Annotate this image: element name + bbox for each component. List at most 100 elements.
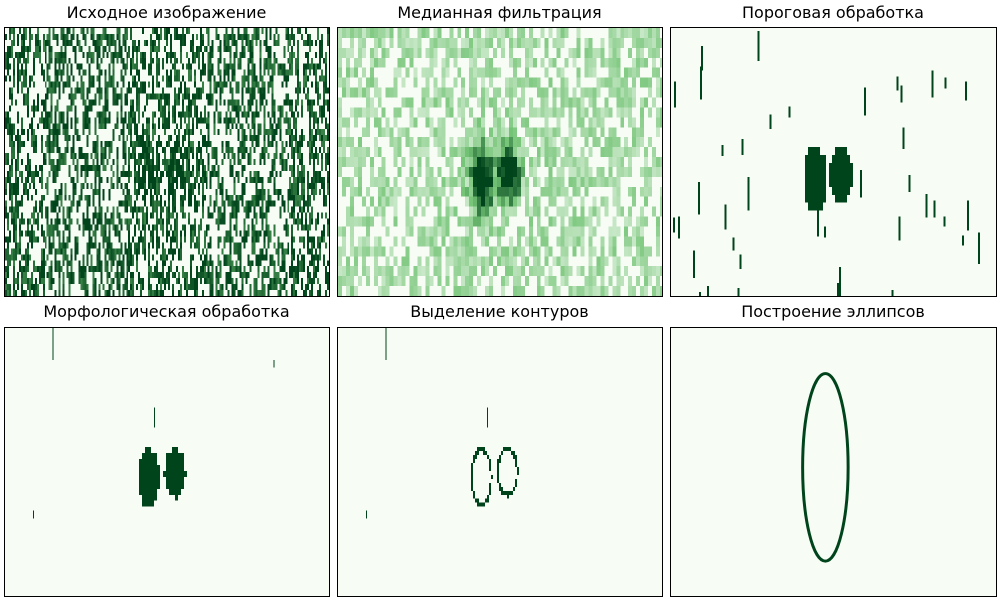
heatmap-cell	[267, 176, 270, 183]
heatmap-cell	[489, 196, 494, 207]
heatmap-cell	[429, 67, 434, 78]
heatmap-cell	[829, 162, 833, 171]
heatmap-cell	[441, 37, 446, 48]
heatmap-cell	[572, 236, 577, 247]
heatmap-cell	[166, 69, 168, 82]
heatmap-cell	[269, 81, 272, 88]
heatmap-cell	[477, 276, 482, 287]
heatmap-cell	[520, 286, 525, 296]
heatmap-cell	[187, 159, 190, 171]
heatmap-cell	[592, 286, 597, 296]
heatmap-cell	[6, 57, 9, 70]
heatmap-cell	[263, 117, 266, 124]
heatmap-cell	[223, 45, 226, 52]
heatmap-cell	[564, 226, 569, 237]
heatmap-cell	[209, 45, 212, 58]
heatmap-cell	[808, 186, 812, 195]
heatmap-cell	[6, 170, 9, 183]
heatmap-cell	[195, 105, 198, 112]
heatmap-cell	[106, 266, 109, 279]
heatmap-cell	[78, 260, 81, 267]
heatmap-cell	[54, 218, 57, 231]
heatmap-cell	[144, 242, 147, 249]
heatmap-cell	[477, 127, 482, 138]
heatmap-cell	[303, 188, 306, 195]
heatmap-cell	[259, 123, 262, 136]
heatmap-cell	[90, 224, 93, 231]
heatmap-cell	[193, 242, 196, 249]
heatmap-cell	[461, 107, 466, 118]
contour-cell	[497, 462, 500, 467]
heatmap-cell	[148, 476, 152, 483]
heatmap-cell	[301, 170, 304, 177]
heatmap-cell	[409, 186, 414, 197]
heatmap-cell	[173, 153, 176, 165]
heatmap-cell	[167, 212, 170, 225]
heatmap-cell	[124, 242, 127, 255]
heatmap-cell	[243, 135, 246, 142]
heatmap-cell	[162, 218, 165, 231]
heatmap-cell	[138, 164, 141, 171]
heatmap-cell	[299, 147, 302, 160]
heatmap-cell	[437, 246, 442, 257]
heatmap-cell	[241, 188, 244, 195]
heatmap-cell	[576, 236, 581, 247]
heatmap-cell	[20, 200, 23, 207]
heatmap-cell	[309, 33, 312, 46]
heatmap-cell	[12, 141, 15, 148]
heatmap-cell	[564, 196, 569, 207]
heatmap-cell	[145, 482, 149, 489]
heatmap-cell	[369, 196, 374, 207]
heatmap-cell	[319, 75, 322, 82]
heatmap-cell	[281, 260, 284, 273]
heatmap-cell	[584, 276, 589, 287]
heatmap-cell	[112, 218, 115, 231]
heatmap-cell	[321, 230, 324, 243]
heatmap-cell	[225, 33, 228, 46]
heatmap-plot-original	[4, 27, 330, 297]
heatmap-cell	[267, 188, 270, 195]
heatmap-cell	[211, 164, 214, 171]
heatmap-cell	[243, 206, 246, 213]
heatmap-cell	[301, 129, 304, 136]
heatmap-cell	[608, 276, 613, 287]
heatmap-cell	[124, 153, 127, 160]
heatmap-cell	[485, 216, 490, 227]
heatmap-cell	[437, 147, 442, 158]
heatmap-cell	[231, 164, 234, 171]
heatmap-cell	[169, 39, 172, 52]
heatmap-cell	[18, 57, 21, 64]
heatmap-cell	[297, 87, 300, 100]
heatmap-cell	[265, 224, 268, 231]
heatmap-cell	[6, 290, 9, 296]
heatmap-cell	[580, 87, 585, 98]
heatmap-cell	[76, 159, 79, 171]
heatmap-cell	[469, 176, 474, 187]
heatmap-cell	[152, 290, 155, 296]
heatmap-cell	[171, 272, 174, 279]
heatmap-cell	[441, 127, 446, 138]
heatmap-cell	[126, 272, 129, 279]
heatmap-cell	[608, 137, 613, 148]
heatmap-cell	[199, 111, 202, 124]
heatmap-cell	[173, 164, 176, 171]
heatmap-cell	[401, 37, 406, 48]
heatmap-cell	[162, 170, 165, 177]
heatmap-cell	[489, 28, 494, 38]
heatmap-cell	[568, 266, 573, 277]
heatmap-cell	[592, 276, 597, 287]
heatmap-cell	[30, 141, 33, 148]
heatmap-cell	[321, 117, 324, 124]
heatmap-cell	[536, 256, 541, 267]
heatmap-cell	[207, 224, 210, 231]
heatmap-cell	[361, 216, 366, 227]
heatmap-cell	[92, 51, 95, 64]
heatmap-cell	[353, 286, 358, 296]
heatmap-cell	[199, 159, 202, 165]
heatmap-cell	[307, 248, 310, 255]
heatmap-cell	[235, 81, 238, 94]
heatmap-cell	[584, 137, 589, 148]
heatmap-cell	[24, 290, 27, 296]
heatmap-cell	[120, 200, 123, 207]
heatmap-cell	[191, 147, 194, 154]
